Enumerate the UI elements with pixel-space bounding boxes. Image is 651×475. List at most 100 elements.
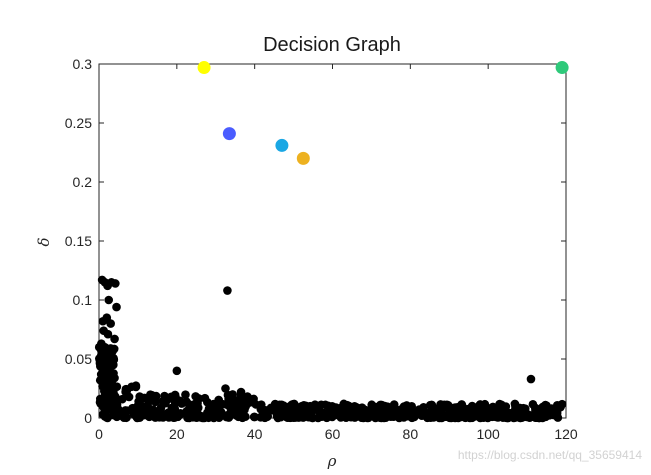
data-point (327, 401, 337, 411)
outlier-point (526, 374, 536, 384)
data-point (475, 413, 485, 423)
data-point (545, 411, 554, 420)
x-tick-label: 40 (247, 426, 263, 442)
cluster-center-point (275, 138, 289, 152)
data-point (150, 408, 160, 418)
data-point (427, 400, 436, 410)
data-point (358, 407, 368, 416)
data-point (196, 411, 205, 421)
y-tick-label: 0.3 (73, 56, 93, 72)
y-tick-label: 0.1 (73, 292, 93, 308)
cluster-center-point (555, 61, 569, 75)
cluster-center-point (296, 151, 310, 165)
x-tick-labels: 0 20 40 60 80 100 120 (95, 426, 578, 442)
outlier-point (221, 384, 230, 393)
x-tick-label: 60 (325, 426, 341, 442)
y-tick-label: 0.25 (65, 115, 92, 131)
data-point (306, 413, 315, 422)
data-point (438, 410, 448, 419)
x-tick-label: 80 (403, 426, 419, 442)
data-point (102, 361, 111, 370)
x-tick-label: 120 (554, 426, 578, 442)
data-point (215, 411, 224, 421)
data-point (367, 411, 376, 420)
data-point (352, 403, 361, 412)
data-point (557, 399, 567, 409)
data-point (206, 410, 215, 419)
x-tick-label: 20 (169, 426, 185, 442)
cluster-center-point (197, 61, 211, 75)
data-point (100, 412, 110, 421)
data-point (109, 360, 118, 370)
data-point (280, 409, 290, 419)
watermark: https://blog.csdn.net/qq_35659414 (457, 448, 642, 462)
outlier-point (236, 387, 246, 397)
data-point (180, 409, 190, 418)
data-point (277, 400, 287, 410)
data-point (519, 403, 528, 413)
outlier-point (104, 295, 114, 305)
data-point (345, 404, 355, 413)
x-tick-label: 0 (95, 426, 103, 442)
data-point (528, 400, 538, 409)
data-point (226, 407, 236, 417)
data-point (96, 399, 105, 408)
data-point (142, 401, 151, 411)
data-point (474, 401, 484, 411)
y-tick-label: 0 (84, 410, 92, 426)
y-tick-label: 0.05 (65, 351, 92, 367)
data-point (184, 399, 194, 409)
data-point (396, 407, 405, 417)
data-point (162, 393, 171, 402)
y-tick-label: 0.2 (73, 174, 93, 190)
data-point (535, 411, 545, 420)
outlier-point (110, 334, 119, 344)
data-point (359, 413, 368, 423)
y-axis-label: δ (35, 237, 53, 246)
data-point (377, 400, 387, 410)
data-point (339, 399, 349, 409)
scatter-points (94, 61, 569, 423)
data-point (412, 408, 422, 418)
data-point (274, 412, 283, 422)
outlier-point (103, 329, 113, 339)
data-point (322, 413, 332, 423)
y-tick-labels: 0 0.05 0.1 0.15 0.2 0.25 0.3 (65, 56, 92, 426)
outlier-point (223, 286, 232, 295)
data-point (121, 384, 131, 394)
data-point (170, 404, 180, 414)
x-tick-label: 100 (476, 426, 500, 442)
data-point (552, 409, 562, 418)
data-point (346, 412, 356, 422)
data-point (450, 413, 460, 423)
data-point (132, 402, 142, 411)
data-point (262, 412, 272, 422)
data-point (304, 404, 313, 414)
outlier-point (105, 346, 114, 356)
data-point (151, 391, 161, 401)
data-point (296, 409, 306, 418)
data-point (131, 381, 141, 391)
data-point (214, 395, 223, 405)
data-point (240, 405, 249, 414)
data-point (501, 412, 511, 422)
data-point (191, 392, 200, 401)
data-point (456, 405, 466, 415)
data-point (517, 413, 527, 422)
data-point (115, 410, 125, 419)
data-point (209, 403, 218, 413)
data-point (105, 388, 115, 398)
chart-title: Decision Graph (263, 34, 401, 56)
data-point (315, 407, 324, 417)
data-point (430, 409, 439, 419)
data-point (132, 413, 142, 423)
plot-area-frame (98, 63, 567, 419)
data-point (287, 401, 296, 411)
data-point (135, 394, 145, 404)
data-point (99, 373, 109, 383)
cluster-center-point (222, 127, 236, 141)
y-tick-label: 0.15 (65, 233, 92, 249)
data-point (158, 413, 168, 422)
data-point (105, 401, 115, 410)
